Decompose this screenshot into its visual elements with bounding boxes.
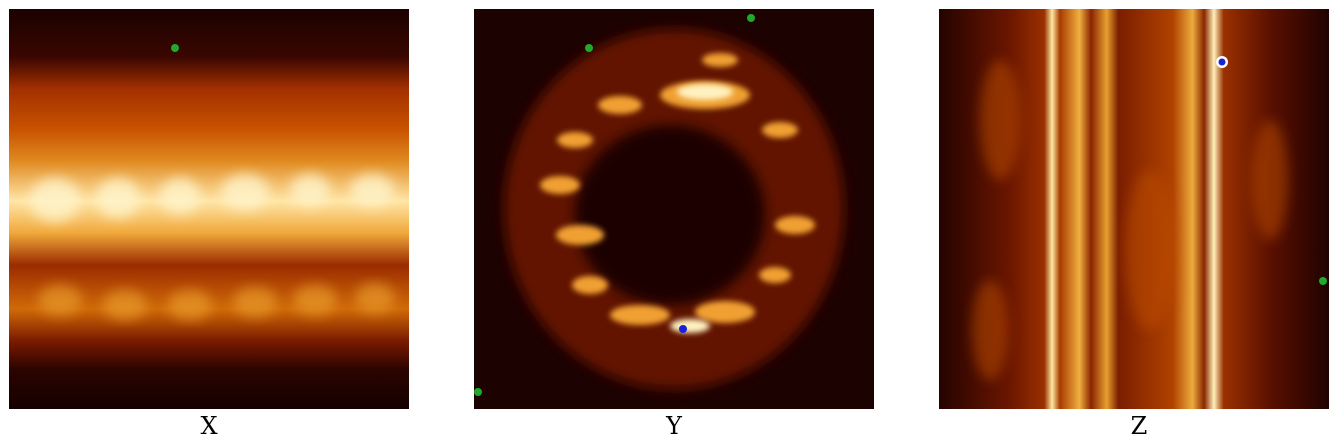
panel-x-image bbox=[9, 9, 409, 409]
panel-label: X bbox=[200, 412, 217, 440]
panel-label: Z bbox=[1131, 412, 1148, 440]
panel-z-image bbox=[939, 9, 1329, 409]
panel-label: Y bbox=[665, 412, 683, 440]
panel-y-image bbox=[474, 9, 874, 409]
